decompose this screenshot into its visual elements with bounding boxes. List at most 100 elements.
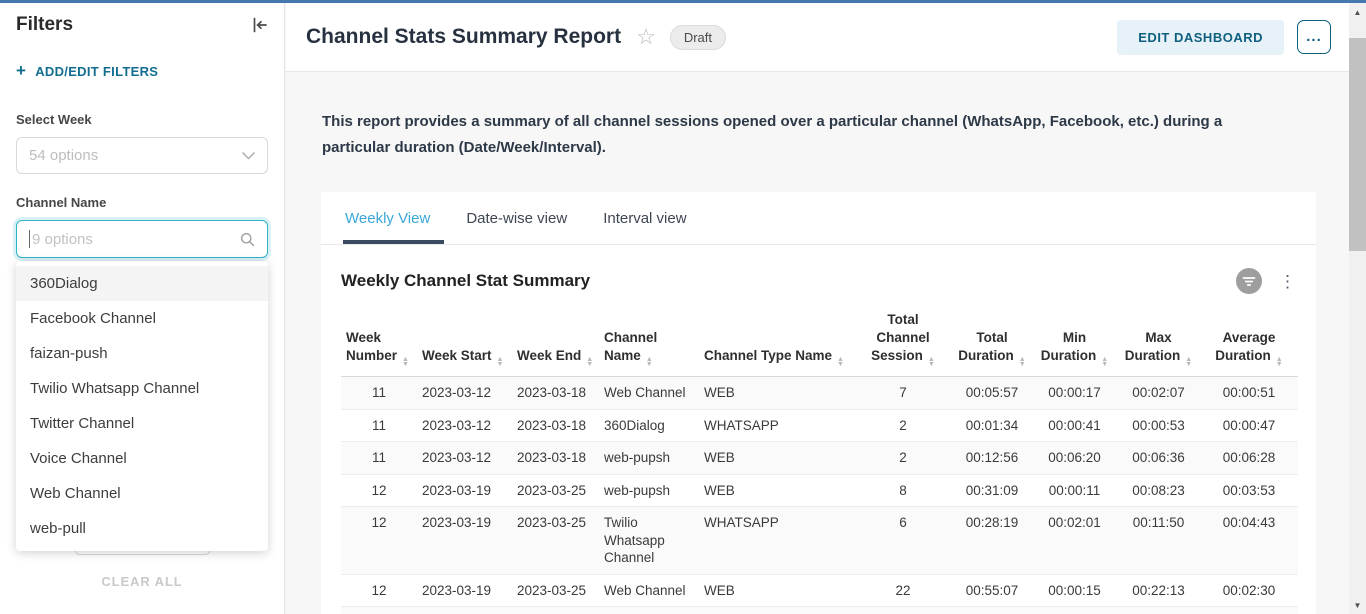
col-week-end[interactable]: Week End ▲ ▼ [512, 309, 599, 378]
cell-week-end: 2023-03-25 [512, 606, 599, 614]
cell-total-channel-session: 2 [854, 409, 952, 443]
channel-name-options-list: 360Dialog Facebook Channel faizan-push T… [16, 261, 268, 551]
search-icon [241, 232, 255, 246]
plus-icon: + [16, 61, 27, 80]
cell-total-duration: 00:55:07 [952, 574, 1032, 608]
dropdown-option[interactable]: Voice Channel [30, 450, 127, 467]
report-body: This report provides a summary of all ch… [286, 72, 1349, 614]
more-options-button[interactable]: ... [1297, 20, 1331, 54]
add-edit-filters-button[interactable]: + ADD/EDIT FILTERS [16, 61, 158, 81]
dropdown-option[interactable]: Facebook Channel [30, 310, 156, 327]
cell-channel-name: Web Channel [599, 574, 699, 608]
sort-icon: ▲ ▼ [586, 356, 594, 368]
weekly-stats-table: Week Number ▲ ▼ Week Start ▲ ▼ Week End ▲ ▼ Ch… [341, 309, 1298, 614]
cell-total-duration: 00:12:56 [952, 441, 1032, 475]
cell-min-duration: 00:00:17 [1032, 376, 1117, 410]
sort-icon: ▲ ▼ [1101, 356, 1109, 368]
col-week-start[interactable]: Week Start ▲ ▼ [417, 309, 512, 378]
cell-total-channel-session: 7 [854, 376, 952, 410]
star-favorite-icon[interactable]: ☆ [636, 24, 656, 49]
cell-channel-name: Web Channel [599, 376, 699, 410]
cell-total-channel-session: 2 [854, 441, 952, 475]
dropdown-option[interactable]: web-pull [30, 520, 86, 537]
cell-max-duration: 00:11:50 [1117, 506, 1200, 575]
cell-week-end: 2023-03-18 [512, 409, 599, 443]
cell-week-end: 2023-03-25 [512, 474, 599, 508]
sort-icon: ▲ ▼ [496, 356, 504, 368]
cell-max-duration: 00:00:53 [1117, 409, 1200, 443]
cell-channel-name: faizan-push [599, 606, 699, 614]
tab-interval-view[interactable]: Interval view [603, 209, 687, 227]
table-row: 12 2023-03-19 2023-03-25 web-pupsh WEB 8… [341, 474, 1298, 508]
sort-icon: ▲ ▼ [1185, 356, 1193, 368]
cell-week-start: 2023-03-12 [417, 409, 512, 443]
tab-weekly-view[interactable]: Weekly View [342, 192, 445, 244]
filters-sidebar: Filters + ADD/EDIT FILTERS Select Week 5… [0, 3, 285, 614]
text-cursor [29, 230, 30, 248]
dropdown-option[interactable]: 360Dialog [16, 266, 268, 301]
cell-min-duration: 00:00:42 [1032, 606, 1117, 614]
dropdown-option[interactable]: Web Channel [30, 485, 121, 502]
cell-week-end: 2023-03-18 [512, 376, 599, 410]
report-card: Weekly View Date-wise view Interval view… [321, 192, 1316, 614]
cell-week-start: 2023-03-12 [417, 441, 512, 475]
cell-channel-type-name: WHATSAPP [699, 409, 854, 443]
cell-average-duration: 00:00:47 [1200, 409, 1298, 443]
cell-week-start: 2023-03-19 [417, 606, 512, 614]
dropdown-option[interactable]: Twilio Whatsapp Channel [30, 380, 200, 397]
col-max-duration[interactable]: Max Duration ▲ ▼ [1117, 309, 1200, 378]
vertical-scrollbar[interactable]: ▲ ▼ [1349, 3, 1366, 614]
col-total-channel-session[interactable]: Total Channel Session ▲ ▼ [854, 309, 952, 378]
cell-total-duration: 00:31:09 [952, 474, 1032, 508]
dropdown-option[interactable]: faizan-push [30, 345, 108, 362]
scroll-down-icon[interactable]: ▼ [1353, 601, 1362, 610]
cell-min-duration: 00:00:41 [1032, 409, 1117, 443]
sort-icon: ▲ ▼ [645, 356, 653, 368]
table-row: 11 2023-03-12 2023-03-18 web-pupsh WEB 2… [341, 441, 1298, 475]
tab-date-wise-view[interactable]: Date-wise view [466, 209, 568, 227]
channel-name-label: Channel Name [16, 195, 107, 210]
cell-channel-name: Twilio Whatsapp Channel [599, 506, 699, 575]
table-row: 11 2023-03-12 2023-03-18 Web Channel WEB… [341, 376, 1298, 410]
cell-max-duration: 00:08:23 [1117, 474, 1200, 508]
scroll-up-icon[interactable]: ▲ [1353, 8, 1362, 17]
cell-min-duration: 00:00:15 [1032, 574, 1117, 608]
cell-total-duration: 00:05:57 [952, 376, 1032, 410]
col-channel-name[interactable]: Channel Name ▲ ▼ [599, 309, 699, 378]
cell-week-start: 2023-03-12 [417, 376, 512, 410]
cell-average-duration: 00:06:28 [1200, 441, 1298, 475]
cell-week-end: 2023-03-25 [512, 506, 599, 575]
cell-channel-name: 360Dialog [599, 409, 699, 443]
edit-dashboard-button[interactable]: EDIT DASHBOARD [1117, 19, 1284, 55]
status-badge: Draft [669, 24, 726, 50]
cell-channel-name: web-pupsh [599, 441, 699, 475]
col-channel-type-name[interactable]: Channel Type Name ▲ ▼ [699, 309, 854, 378]
cell-average-duration: 00:02:30 [1200, 574, 1298, 608]
dropdown-option[interactable]: Twitter Channel [30, 415, 135, 432]
channel-name-input[interactable]: 9 options [16, 220, 268, 258]
table-menu-icon[interactable]: ⋮ [1279, 271, 1296, 291]
cell-channel-type-name: WEB [699, 376, 854, 410]
cell-channel-type-name: WEB [699, 441, 854, 475]
filters-title: Filters [16, 14, 74, 35]
col-week-number[interactable]: Week Number ▲ ▼ [341, 309, 417, 378]
cell-week-end: 2023-03-18 [512, 441, 599, 475]
select-week-dropdown[interactable]: 54 options [16, 137, 268, 174]
table-row: 12 2023-03-19 2023-03-25 Twilio Whatsapp… [341, 506, 1298, 575]
select-week-label: Select Week [16, 112, 92, 127]
scrollbar-thumb[interactable] [1349, 38, 1366, 251]
col-min-duration[interactable]: Min Duration ▲ ▼ [1032, 309, 1117, 378]
filter-icon[interactable] [1236, 268, 1262, 294]
table-title: Weekly Channel Stat Summary [341, 271, 591, 290]
sort-icon: ▲ ▼ [837, 356, 844, 368]
cell-week-start: 2023-03-19 [417, 506, 512, 575]
cell-average-duration: 00:04:43 [1200, 506, 1298, 575]
cell-channel-type-name: WEB [699, 474, 854, 508]
col-total-duration[interactable]: Total Duration ▲ ▼ [952, 309, 1032, 378]
clear-all-button[interactable]: CLEAR ALL [101, 574, 183, 589]
cell-max-duration: 00:22:13 [1117, 574, 1200, 608]
col-average-duration[interactable]: Average Duration ▲ ▼ [1200, 309, 1298, 378]
collapse-sidebar-icon[interactable] [250, 15, 270, 35]
window-top-strip [0, 0, 1366, 3]
cell-min-duration: 00:06:20 [1032, 441, 1117, 475]
